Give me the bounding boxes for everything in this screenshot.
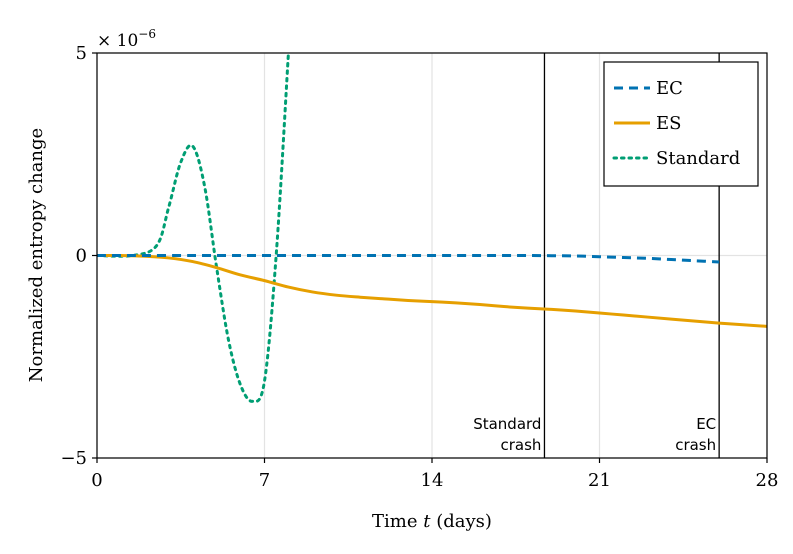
legend-label-es: ES: [656, 113, 681, 134]
crash-annotations: Standard crash EC crash: [473, 415, 716, 454]
plot-area: [97, 53, 767, 403]
crash-label: Standard: [473, 415, 541, 433]
y-tick-label: 5: [76, 43, 87, 64]
axis-ticks: 0 7 14 21 28−505: [60, 43, 778, 491]
legend-label-standard: Standard: [656, 148, 740, 169]
crash-label: EC: [696, 415, 716, 433]
y-tick-label: −5: [60, 448, 87, 469]
x-tick-label: 0: [91, 470, 102, 491]
series-line-ec: [97, 253, 720, 264]
x-tick-label: 14: [421, 470, 444, 491]
legend: EC ES Standard: [603, 61, 759, 187]
x-tick-label: 21: [588, 470, 611, 491]
y-axis-label: Normalized entropy change: [26, 128, 47, 382]
x-tick-label: 28: [756, 470, 779, 491]
series-line-es: [97, 253, 767, 328]
crash-label: crash: [501, 436, 542, 454]
x-axis-label: Time t (days): [372, 511, 492, 532]
x-tick-label: 7: [259, 470, 270, 491]
legend-label-ec: EC: [656, 78, 683, 99]
y-tick-label: 0: [76, 246, 87, 267]
y-scale-label: × 10−6: [97, 27, 156, 51]
crash-label: crash: [675, 436, 716, 454]
